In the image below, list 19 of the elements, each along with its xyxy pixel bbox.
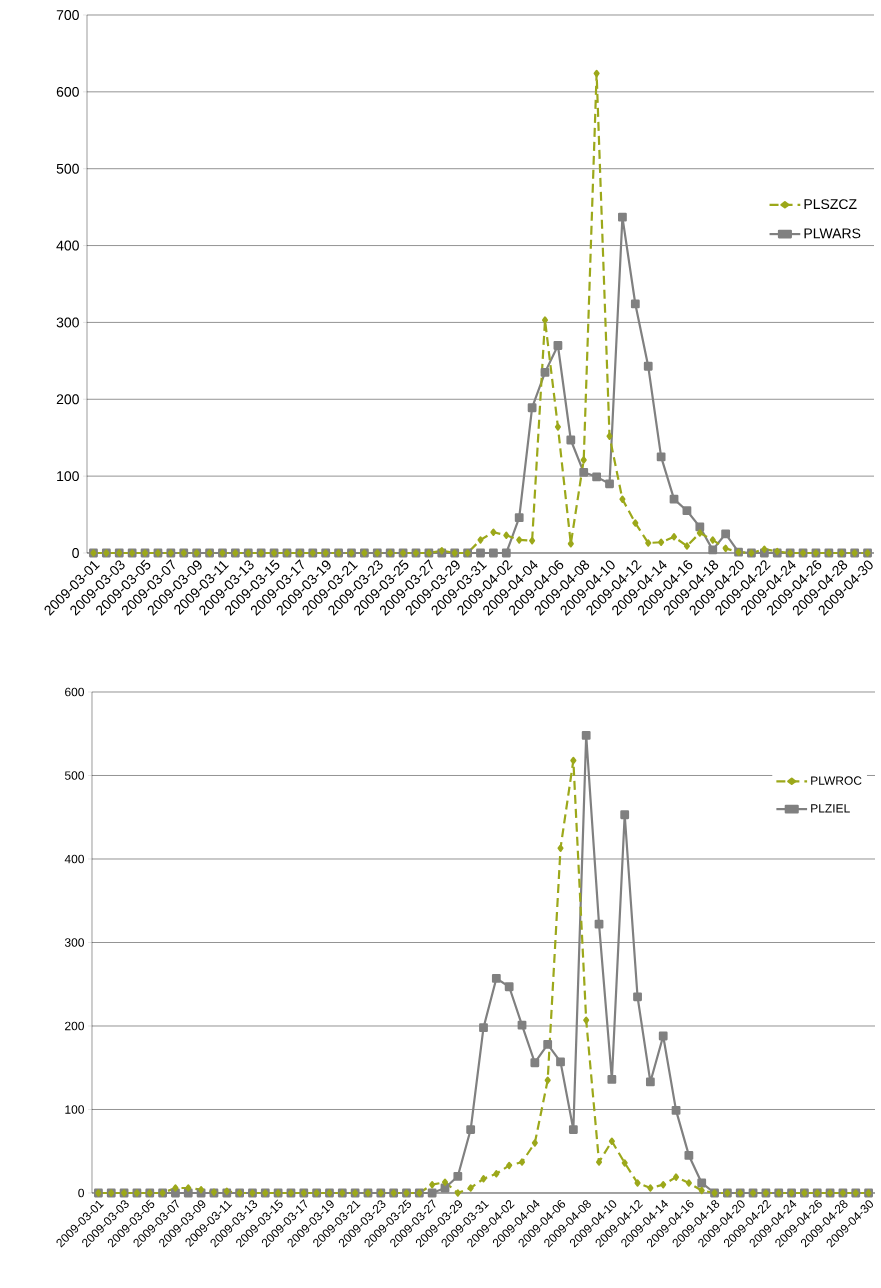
y-tick-label: 200 bbox=[65, 1021, 84, 1031]
legend-label: PLWARS bbox=[804, 228, 861, 239]
y-tick-label: 400 bbox=[64, 854, 84, 864]
y-tick-label: 100 bbox=[65, 1105, 84, 1114]
legend-label: PLZIEL bbox=[811, 804, 850, 813]
legend-label: PLWROC bbox=[811, 776, 862, 785]
legend-label: PLSZCZ bbox=[804, 199, 857, 210]
y-tick-label: 300 bbox=[64, 938, 84, 947]
y-tick-label: 600 bbox=[56, 86, 79, 97]
y-tick-label: 500 bbox=[64, 771, 84, 780]
y-tick-label: 400 bbox=[56, 240, 79, 251]
y-tick-label: 0 bbox=[78, 1188, 84, 1198]
y-tick-label: 500 bbox=[56, 163, 79, 174]
y-tick-label: 700 bbox=[56, 10, 79, 20]
y-tick-label: 300 bbox=[56, 317, 79, 328]
y-tick-label: 100 bbox=[57, 471, 79, 482]
y-tick-label: 600 bbox=[65, 687, 84, 697]
y-tick-label: 200 bbox=[56, 394, 79, 405]
y-tick-label: 0 bbox=[72, 548, 79, 558]
